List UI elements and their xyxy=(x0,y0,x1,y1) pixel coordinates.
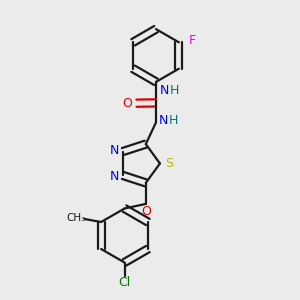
Text: O: O xyxy=(141,205,151,218)
Text: H: H xyxy=(169,114,178,128)
Text: F: F xyxy=(189,34,196,47)
Text: O: O xyxy=(123,97,132,110)
Text: CH₃: CH₃ xyxy=(67,213,86,224)
Text: N: N xyxy=(159,114,168,128)
Text: N: N xyxy=(160,84,169,98)
Text: S: S xyxy=(165,157,173,170)
Text: H: H xyxy=(169,84,179,98)
Text: N: N xyxy=(110,169,119,183)
Text: Cl: Cl xyxy=(118,275,130,289)
Text: N: N xyxy=(110,144,119,158)
